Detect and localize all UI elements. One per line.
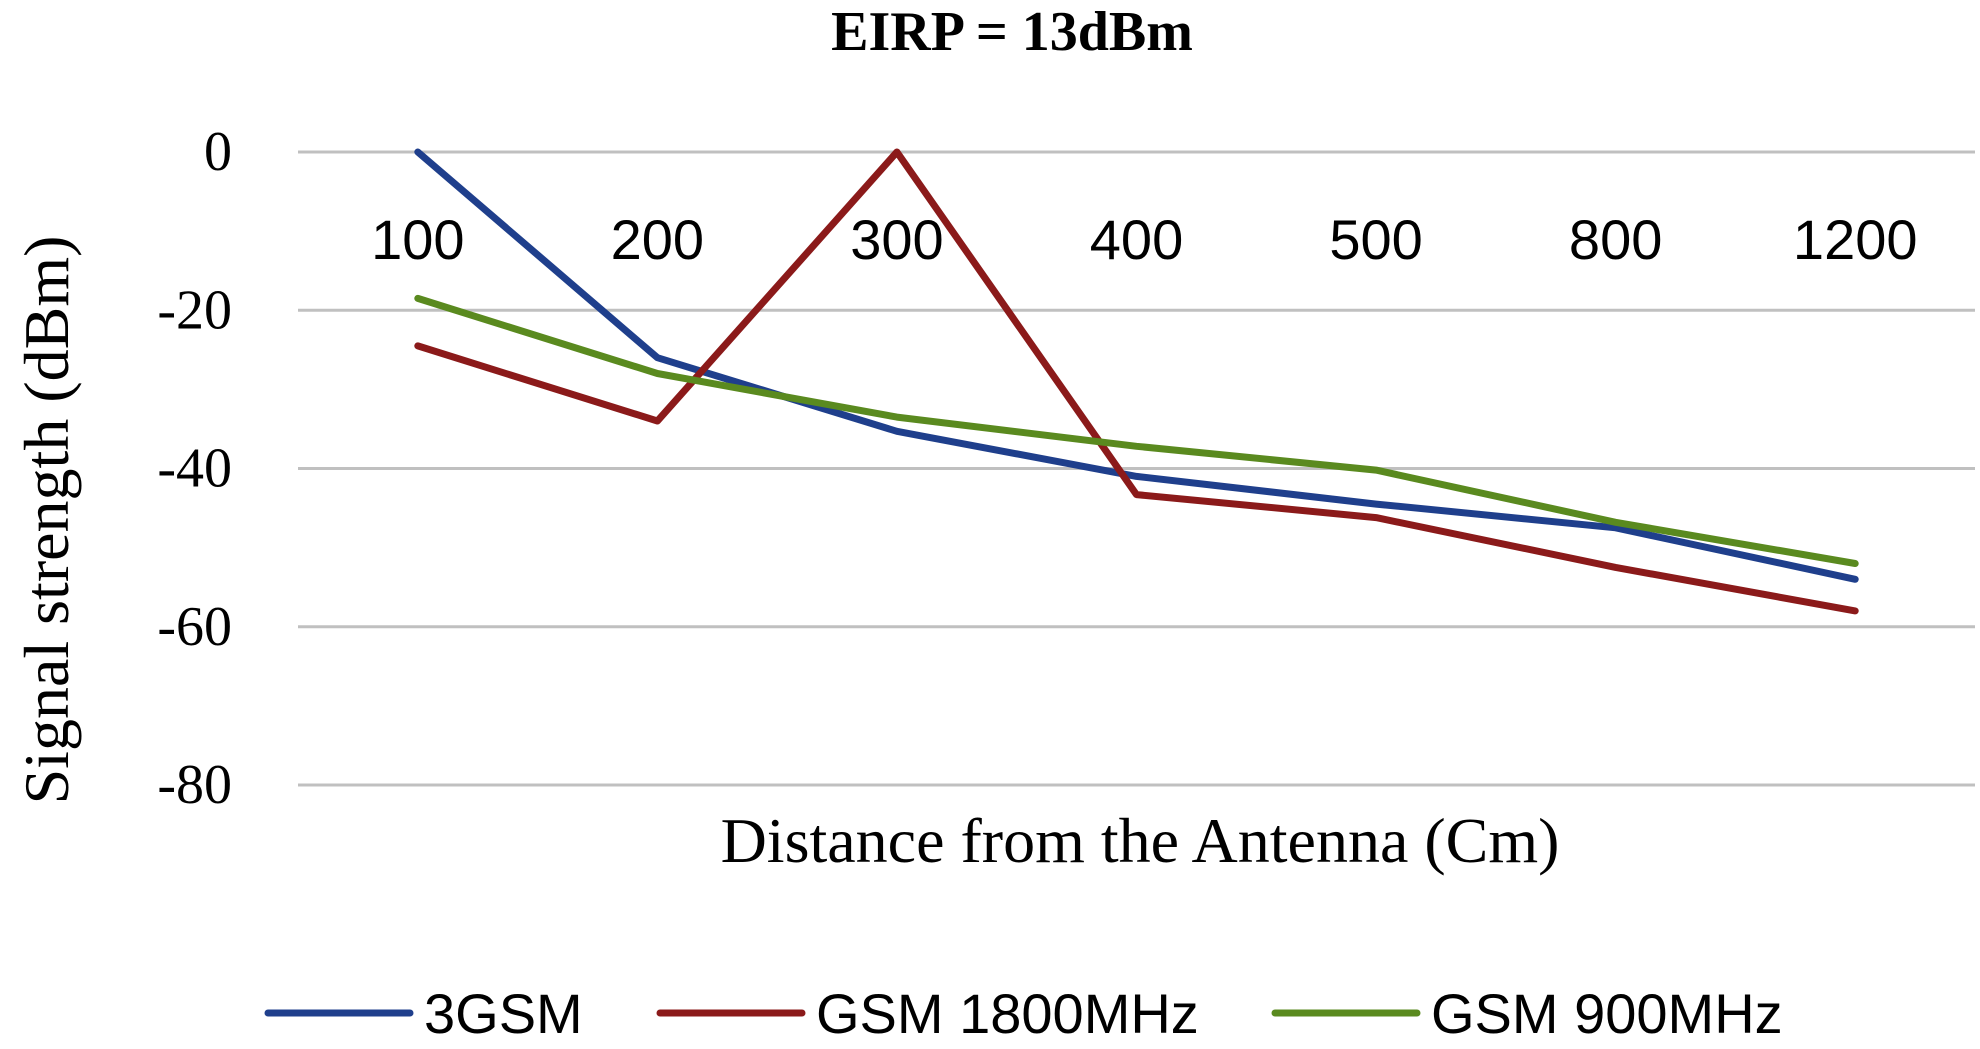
legend-label: 3GSM bbox=[424, 982, 583, 1045]
series-line-gsm-1800mhz bbox=[414, 148, 1859, 615]
y-tick-label: 0 bbox=[204, 121, 232, 183]
grid-lines bbox=[298, 150, 1975, 787]
y-tick-label: -60 bbox=[157, 596, 232, 658]
y-tick-label: -80 bbox=[157, 754, 232, 816]
legend-label: GSM 900MHz bbox=[1431, 982, 1783, 1045]
legend: 3GSM GSM 1800MHz GSM 900MHz bbox=[264, 982, 1783, 1045]
series-line-gsm-900mhz bbox=[414, 294, 1859, 567]
y-axis-ticks: 0 -20 -40 -60 -80 bbox=[157, 121, 232, 816]
x-tick-label: 1200 bbox=[1793, 208, 1918, 271]
y-tick-label: -40 bbox=[157, 438, 232, 500]
series-line-3gsm bbox=[414, 148, 1859, 583]
legend-label: GSM 1800MHz bbox=[816, 982, 1199, 1045]
x-tick-label: 200 bbox=[611, 208, 704, 271]
x-axis-ticks: 100 200 300 400 500 800 1200 bbox=[371, 208, 1917, 271]
y-axis-label: Signal strength (dBm) bbox=[11, 236, 82, 805]
x-tick-label: 400 bbox=[1090, 208, 1183, 271]
x-axis-label: Distance from the Antenna (Cm) bbox=[721, 805, 1560, 876]
chart-title: EIRP = 13dBm bbox=[831, 1, 1193, 63]
x-tick-label: 800 bbox=[1569, 208, 1662, 271]
x-tick-label: 500 bbox=[1329, 208, 1422, 271]
y-tick-label: -20 bbox=[157, 279, 232, 341]
x-tick-label: 100 bbox=[371, 208, 464, 271]
x-tick-label: 300 bbox=[850, 208, 943, 271]
series-lines bbox=[414, 148, 1859, 615]
